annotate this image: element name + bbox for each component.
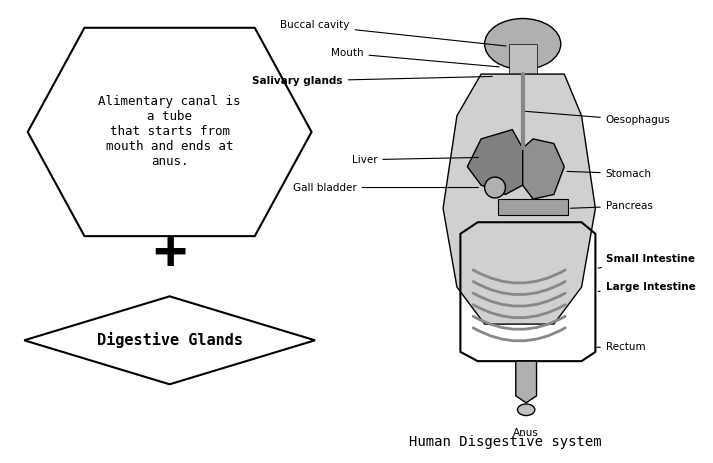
Polygon shape <box>515 139 564 199</box>
Text: Salivary glands: Salivary glands <box>252 76 492 86</box>
Polygon shape <box>498 199 568 215</box>
Ellipse shape <box>518 404 535 416</box>
Text: Large Intestine: Large Intestine <box>598 282 696 292</box>
Polygon shape <box>515 361 537 403</box>
Text: +: + <box>153 226 186 279</box>
Polygon shape <box>467 130 523 194</box>
Ellipse shape <box>485 177 506 198</box>
Text: Digestive Glands: Digestive Glands <box>97 332 242 348</box>
Text: Mouth: Mouth <box>331 48 499 67</box>
Text: Alimentary canal is
a tube
that starts from
mouth and ends at
anus.: Alimentary canal is a tube that starts f… <box>98 95 241 169</box>
Text: Stomach: Stomach <box>567 169 652 179</box>
Text: Gall bladder: Gall bladder <box>293 182 478 193</box>
Polygon shape <box>443 74 595 324</box>
Text: Rectum: Rectum <box>595 342 645 352</box>
Circle shape <box>485 19 561 69</box>
Text: Small Intestine: Small Intestine <box>598 254 694 268</box>
Text: Liver: Liver <box>352 155 478 165</box>
Text: Oesophagus: Oesophagus <box>525 111 671 125</box>
Text: Pancreas: Pancreas <box>570 201 652 211</box>
Text: Anus: Anus <box>513 428 539 438</box>
Text: Human Disgestive system: Human Disgestive system <box>409 435 602 449</box>
FancyBboxPatch shape <box>509 44 537 74</box>
Text: Buccal cavity: Buccal cavity <box>280 20 506 46</box>
